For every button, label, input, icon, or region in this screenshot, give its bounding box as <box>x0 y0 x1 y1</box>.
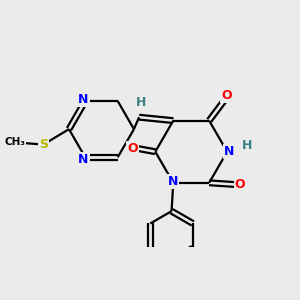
Text: S: S <box>39 138 48 151</box>
Text: N: N <box>78 152 89 166</box>
Text: O: O <box>221 89 232 103</box>
Text: N: N <box>224 145 234 158</box>
Text: N: N <box>78 93 89 106</box>
Text: CH₃: CH₃ <box>4 137 26 147</box>
Text: H: H <box>242 139 252 152</box>
Text: H: H <box>136 96 146 109</box>
Text: N: N <box>168 175 178 188</box>
Text: O: O <box>235 178 245 191</box>
Text: O: O <box>127 142 138 155</box>
